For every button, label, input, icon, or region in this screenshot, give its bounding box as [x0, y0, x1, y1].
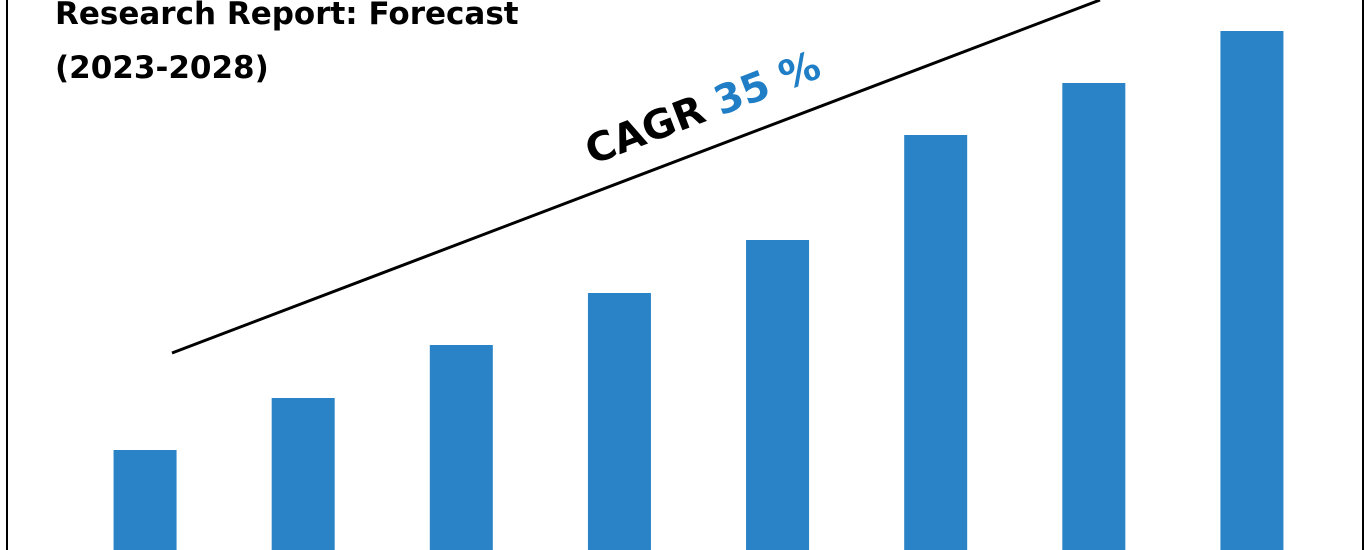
bars — [113, 31, 1284, 550]
bar — [113, 450, 177, 550]
bar — [1062, 83, 1126, 550]
bar — [429, 345, 493, 550]
bar — [904, 135, 968, 550]
chart-title: Research Report: Forecast — [55, 0, 519, 32]
bar — [1220, 31, 1284, 550]
bar — [746, 240, 810, 550]
chart-title: (2023-2028) — [55, 50, 269, 86]
trend-line — [171, 0, 1101, 355]
bar — [271, 398, 335, 550]
bar — [587, 293, 651, 550]
